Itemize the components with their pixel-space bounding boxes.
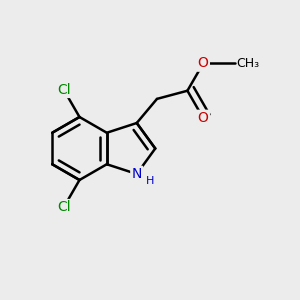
Text: Cl: Cl bbox=[57, 83, 70, 97]
Text: O: O bbox=[198, 111, 208, 125]
Text: Cl: Cl bbox=[57, 200, 70, 214]
Text: O: O bbox=[198, 56, 208, 70]
Text: H: H bbox=[146, 176, 155, 187]
Text: CH₃: CH₃ bbox=[236, 57, 259, 70]
Text: N: N bbox=[132, 167, 142, 181]
